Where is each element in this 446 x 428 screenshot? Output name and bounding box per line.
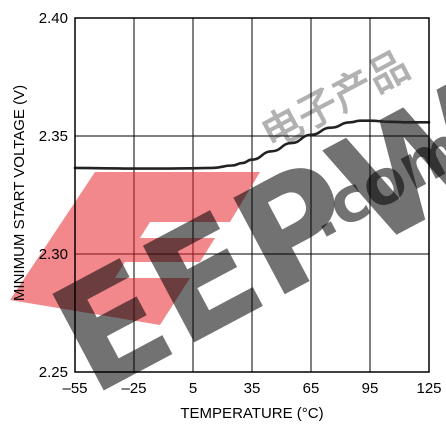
y-tick-label: 2.35: [39, 128, 68, 145]
x-tick-label: 125: [416, 380, 441, 397]
x-tick-label: 95: [362, 380, 379, 397]
x-tick-label: –55: [62, 380, 87, 397]
x-tick-label: 5: [189, 380, 197, 397]
x-tick-label: –25: [121, 380, 146, 397]
series-group: [73, 119, 431, 170]
y-tick-label: 2.25: [39, 364, 68, 381]
y-axis-title: MINIMUM START VOLTAGE (V): [11, 85, 28, 301]
plot-border: [74, 17, 430, 373]
x-tick-label: 65: [303, 380, 320, 397]
x-tick-label: 35: [244, 380, 261, 397]
y-tick-label: 2.30: [39, 246, 68, 263]
y-tick-labels: 2.25 2.30 2.35 2.40: [39, 10, 68, 381]
watermark-logo-shape: [10, 172, 260, 325]
y-tick-label: 2.40: [39, 10, 68, 27]
x-axis-title: TEMPERATURE (°C): [180, 405, 323, 422]
series-line: [73, 119, 431, 170]
x-tick-labels: –55 –25 5 35 65 95 125: [62, 380, 441, 397]
